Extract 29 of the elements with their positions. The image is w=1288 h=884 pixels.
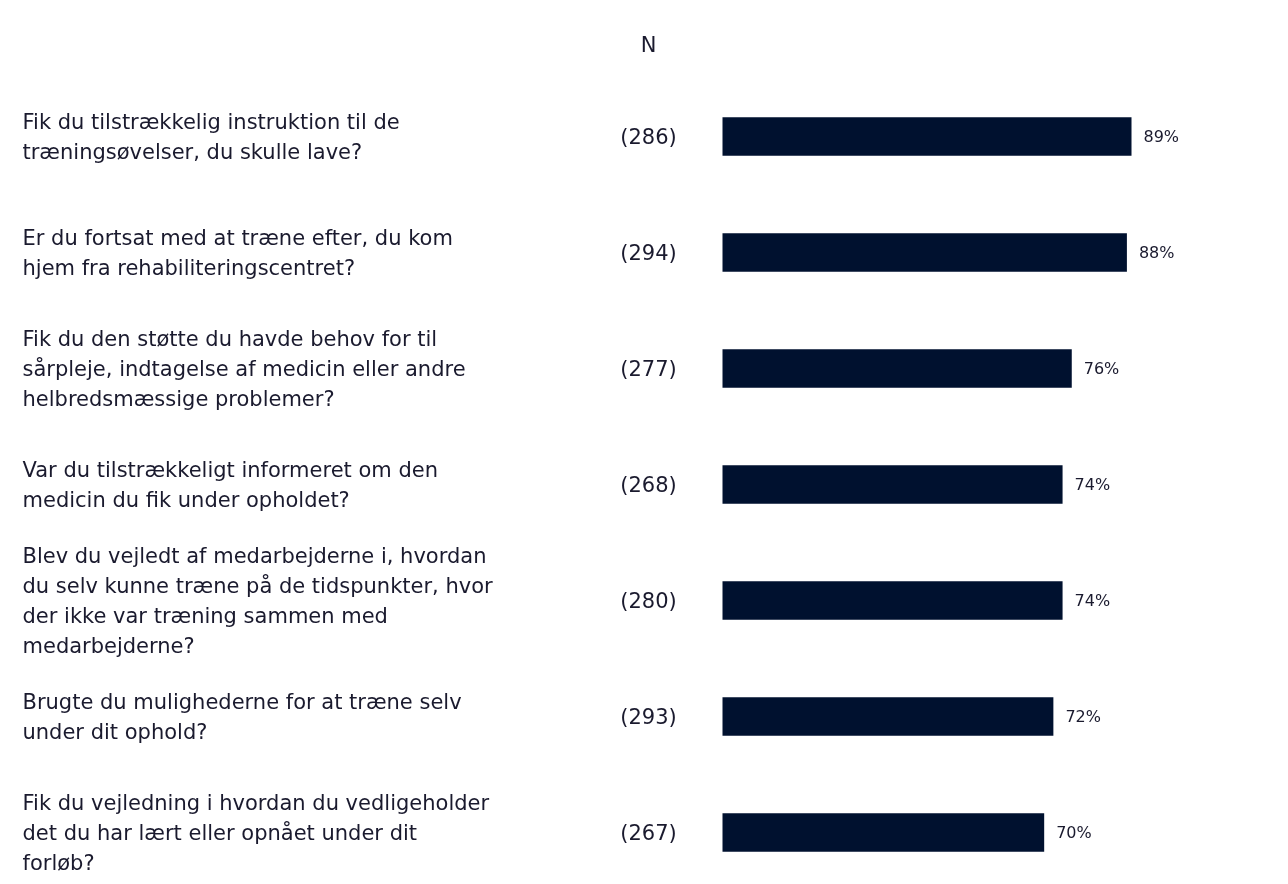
y-tick-label: Blev du vejledt af medarbejderne i, hvordan du selv kunne træne på de tidspunkter, hvor der ikke var træning sammen med medarbejderne? (22, 543, 494, 658)
bar (722, 697, 1054, 736)
text: (293) (620, 704, 677, 729)
data-label: 70% (1056, 823, 1092, 842)
y-tick-label: Fik du tilstrækkelig instruktion til de træningsøvelser, du skulle lave? (22, 109, 400, 164)
y-tick-label: Fik du vejledning i hvordan du vedligeholder det du har lært eller opnået under dit forløb? (22, 790, 490, 875)
y-tick-label: Fik du den støtte du havde behov for til sårpleje, indtagelse af medicin eller andre helbredsmæssige problemer? (22, 326, 466, 411)
bar (722, 465, 1063, 504)
text: (294) (620, 240, 677, 265)
data-label: 89% (1143, 127, 1180, 146)
data-label: 76% (1083, 359, 1120, 378)
y-tick-label: Brugte du mulighederne for at træne selv under dit ophold? (22, 689, 462, 744)
bar (722, 813, 1045, 852)
data-label: 74% (1074, 591, 1111, 610)
text: (267) (620, 820, 677, 845)
text: (280) (620, 588, 677, 613)
text: (277) (620, 356, 677, 381)
bar (722, 349, 1072, 388)
data-label: 74% (1074, 475, 1111, 494)
bar (722, 581, 1063, 620)
text: (268) (620, 472, 677, 497)
text: N (640, 32, 657, 57)
bar (722, 233, 1127, 272)
y-tick-label: Er du fortsat med at træne efter, du kom hjem fra rehabiliteringscentret? (22, 225, 453, 280)
bar (722, 117, 1132, 156)
y-tick-label: Var du tilstrækkeligt informeret om den medicin du fik under opholdet? (22, 457, 439, 512)
text: (286) (620, 124, 677, 149)
data-label: 88% (1138, 243, 1175, 262)
data-label: 72% (1065, 707, 1101, 726)
